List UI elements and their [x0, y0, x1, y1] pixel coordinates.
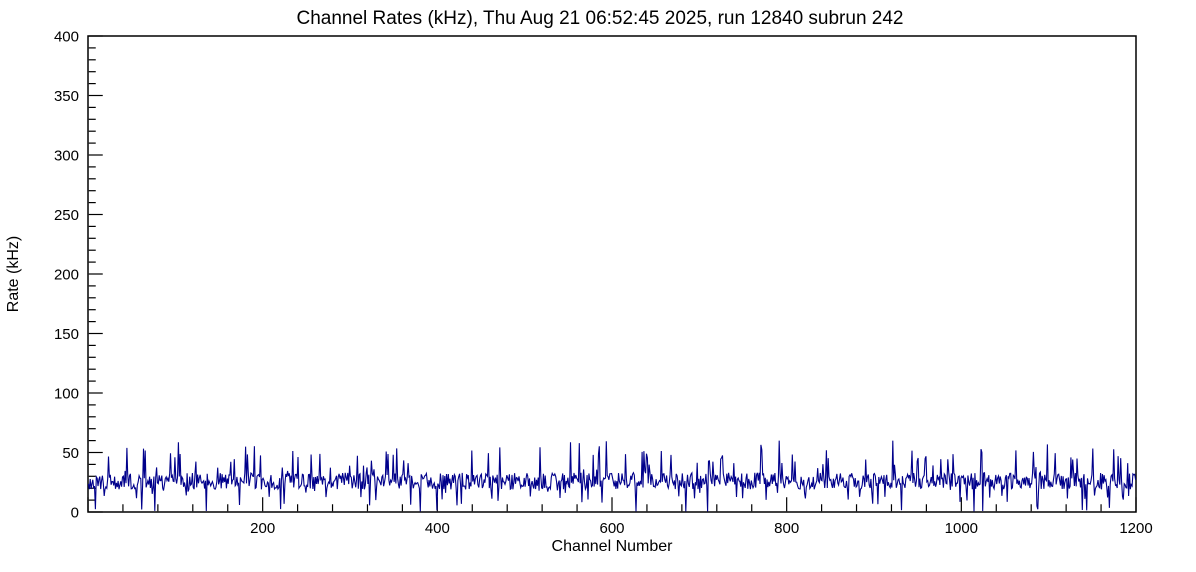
y-tick-label: 100 — [54, 386, 79, 403]
x-tick-label: 1000 — [945, 520, 978, 537]
y-axis-title: Rate (kHz) — [5, 236, 22, 312]
y-tick-label: 150 — [54, 326, 79, 343]
rate-data-series — [87, 440, 1137, 512]
axis-ticks — [87, 35, 1137, 513]
x-tick-label: 200 — [250, 520, 275, 537]
x-tick-label: 400 — [425, 520, 450, 537]
x-axis-title: Channel Number — [552, 538, 674, 555]
y-tick-label: 250 — [54, 207, 79, 224]
y-tick-label: 200 — [54, 267, 79, 284]
axis-tick-labels: 0 50 100 150 200 250 300 350 400 200 400 600 800 1000… — [54, 29, 1153, 538]
y-tick-label: 300 — [54, 148, 79, 165]
x-tick-label: 600 — [599, 520, 624, 537]
x-tick-label: 1200 — [1119, 520, 1152, 537]
y-tick-label: 350 — [54, 88, 79, 105]
chart-title: Channel Rates (kHz), Thu Aug 21 06:52:45… — [296, 8, 903, 29]
x-tick-label: 800 — [774, 520, 799, 537]
y-tick-label: 0 — [71, 505, 79, 522]
y-tick-label: 50 — [62, 445, 79, 462]
y-tick-label: 400 — [54, 29, 79, 46]
plot-frame — [87, 35, 1137, 513]
